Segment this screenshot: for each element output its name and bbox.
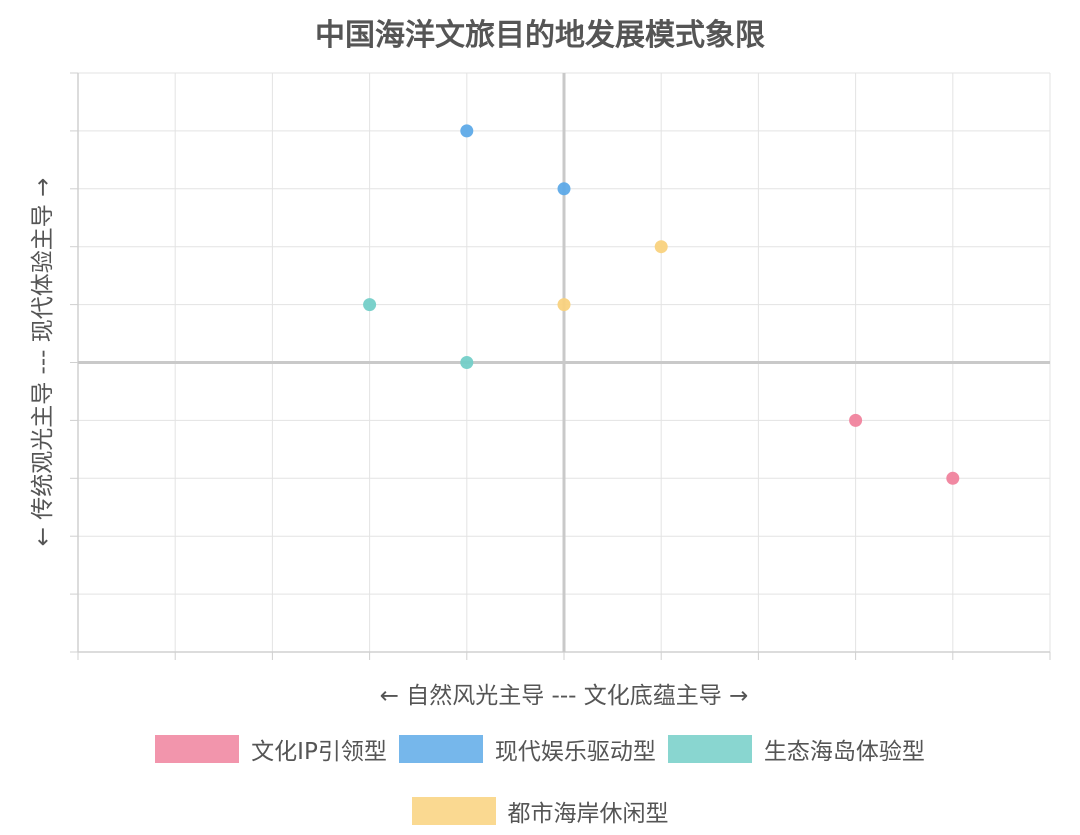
legend-swatch — [667, 735, 752, 763]
data-point[interactable] — [557, 298, 571, 312]
data-points — [363, 124, 960, 485]
x-axis-title: ← 自然风光主导 --- 文化底蕴主导 → — [379, 683, 749, 709]
chart-title: 中国海洋文旅目的地发展模式象限 — [315, 18, 765, 53]
chart-plot-area — [70, 72, 1051, 660]
data-point[interactable] — [946, 471, 960, 485]
grid — [70, 72, 1051, 660]
legend-label: 生态海岛体验型 — [763, 739, 925, 765]
legend-label: 文化IP引领型 — [251, 739, 387, 765]
data-point[interactable] — [654, 240, 668, 254]
legend-swatch — [398, 735, 483, 763]
legend-item[interactable]: 现代娱乐驱动型 — [398, 732, 656, 766]
legend-swatch — [411, 797, 496, 825]
legend-item[interactable]: 生态海岛体验型 — [667, 732, 925, 766]
legend-item[interactable]: 文化IP引领型 — [155, 732, 387, 766]
axes — [77, 73, 1050, 653]
data-point[interactable] — [849, 413, 863, 427]
data-point[interactable] — [363, 298, 377, 312]
data-point[interactable] — [557, 182, 571, 196]
legend: 文化IP引领型 现代娱乐驱动型 生态海岛体验型都市海岸休闲型 — [0, 732, 1080, 828]
data-point[interactable] — [460, 356, 474, 369]
legend-swatch — [155, 735, 240, 763]
legend-label: 现代娱乐驱动型 — [494, 739, 656, 765]
data-point[interactable] — [460, 124, 474, 138]
legend-item[interactable]: 都市海岸休闲型 — [411, 794, 669, 828]
legend-label: 都市海岸休闲型 — [507, 801, 669, 827]
